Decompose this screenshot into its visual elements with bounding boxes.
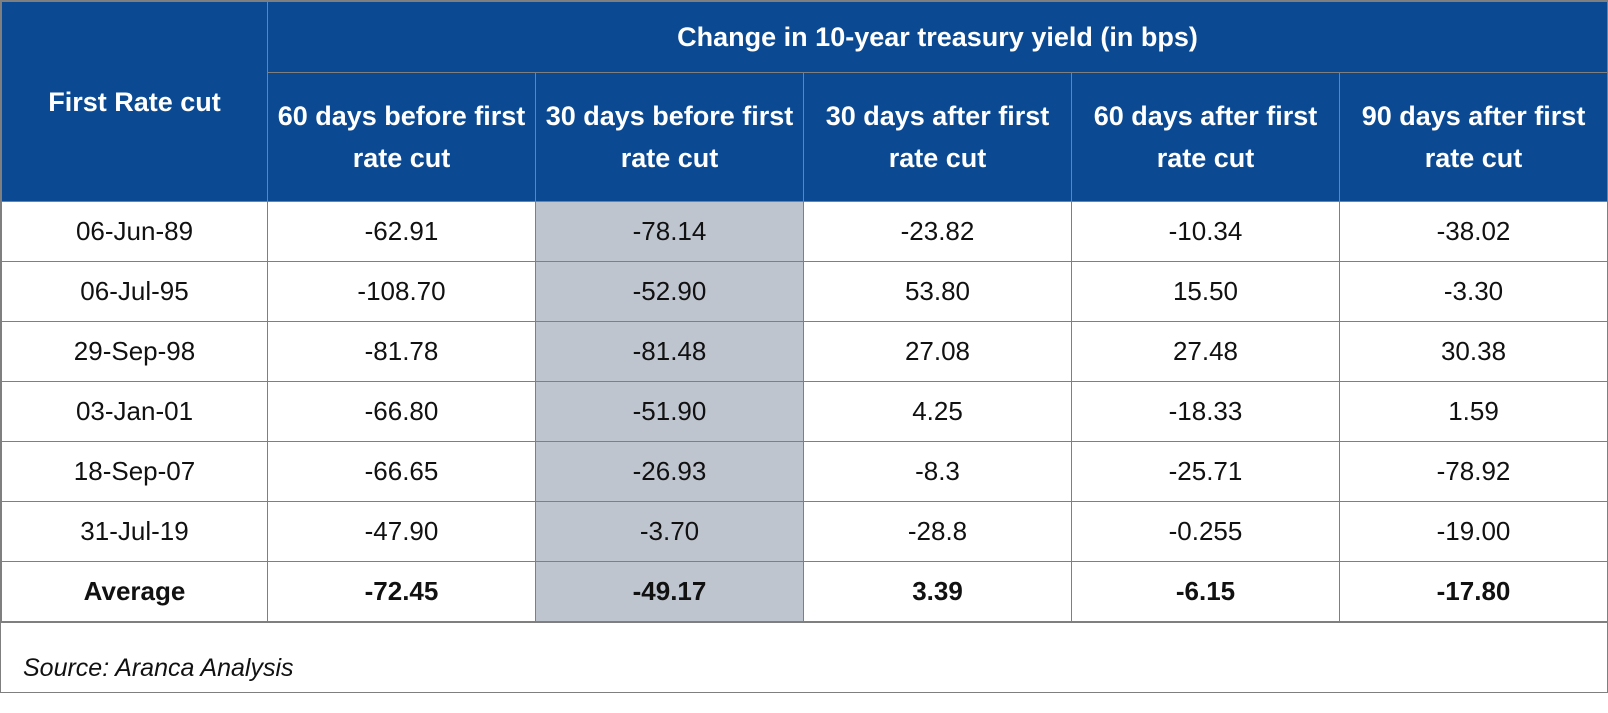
column-header: 90 days after first rate cut [1338,72,1608,202]
yield-change-cell: -62.91 [267,201,536,262]
yield-change-cell: -47.90 [267,501,536,562]
yield-change-cell: -8.3 [803,441,1072,502]
yield-change-cell: -19.00 [1338,501,1608,562]
table-row: 06-Jul-95 -108.70 -52.90 53.80 15.50 -3.30 [1,261,1608,322]
yield-change-cell: 1.59 [1338,381,1608,442]
average-value-cell: -49.17 [535,561,804,622]
average-row: Average -72.45 -49.17 3.39 -6.15 -17.80 [1,561,1608,622]
average-value-cell: -72.45 [267,561,536,622]
treasury-yield-table: First Rate cut Change in 10-year treasur… [1,1,1608,622]
yield-change-cell: -18.33 [1071,381,1340,442]
first-rate-cut-header: First Rate cut [1,1,268,202]
rate-cut-date-cell: 18-Sep-07 [1,441,268,502]
table-row: 18-Sep-07 -66.65 -26.93 -8.3 -25.71 -78.92 [1,441,1608,502]
yield-change-cell: -66.65 [267,441,536,502]
table-row: 03-Jan-01 -66.80 -51.90 4.25 -18.33 1.59 [1,381,1608,442]
average-value-cell: 3.39 [803,561,1072,622]
rate-cut-date-cell: 06-Jun-89 [1,201,268,262]
yield-change-cell: -78.92 [1338,441,1608,502]
yield-change-cell: -78.14 [535,201,804,262]
column-header: 60 days after first rate cut [1071,72,1340,202]
average-label: Average [1,561,268,622]
yield-change-cell: -52.90 [535,261,804,322]
rate-cut-date-cell: 31-Jul-19 [1,501,268,562]
yield-change-cell: -28.8 [803,501,1072,562]
yield-change-cell: 4.25 [803,381,1072,442]
yield-change-cell: 27.48 [1071,321,1340,382]
yield-change-cell: -81.78 [267,321,536,382]
yield-change-cell: -23.82 [803,201,1072,262]
yield-change-cell: 15.50 [1071,261,1340,322]
table-row: 06-Jun-89 -62.91 -78.14 -23.82 -10.34 -38.02 [1,201,1608,262]
average-value-cell: -17.80 [1338,561,1608,622]
yield-change-cell: -25.71 [1071,441,1340,502]
table-frame: First Rate cut Change in 10-year treasur… [0,0,1608,693]
group-header: Change in 10-year treasury yield (in bps… [266,1,1608,73]
column-header: 30 days before first rate cut [535,72,804,202]
table-row: 31-Jul-19 -47.90 -3.70 -28.8 -0.255 -19.00 [1,501,1608,562]
yield-change-cell: -108.70 [267,261,536,322]
yield-change-cell: 53.80 [803,261,1072,322]
yield-change-cell: -26.93 [535,441,804,502]
yield-change-cell: -81.48 [535,321,804,382]
rate-cut-date-cell: 29-Sep-98 [1,321,268,382]
yield-change-cell: -10.34 [1071,201,1340,262]
yield-change-cell: 30.38 [1338,321,1608,382]
yield-change-cell: -66.80 [267,381,536,442]
table-row: 29-Sep-98 -81.78 -81.48 27.08 27.48 30.38 [1,321,1608,382]
yield-change-cell: -3.30 [1338,261,1608,322]
yield-change-cell: 27.08 [803,321,1072,382]
yield-change-cell: -38.02 [1338,201,1608,262]
rate-cut-date-cell: 06-Jul-95 [1,261,268,322]
yield-change-cell: -0.255 [1071,501,1340,562]
source-note: Source: Aranca Analysis [1,622,1607,713]
average-value-cell: -6.15 [1071,561,1340,622]
yield-change-cell: -3.70 [535,501,804,562]
yield-change-cell: -51.90 [535,381,804,442]
column-header: 60 days before first rate cut [267,72,536,202]
rate-cut-date-cell: 03-Jan-01 [1,381,268,442]
column-header: 30 days after first rate cut [803,72,1072,202]
